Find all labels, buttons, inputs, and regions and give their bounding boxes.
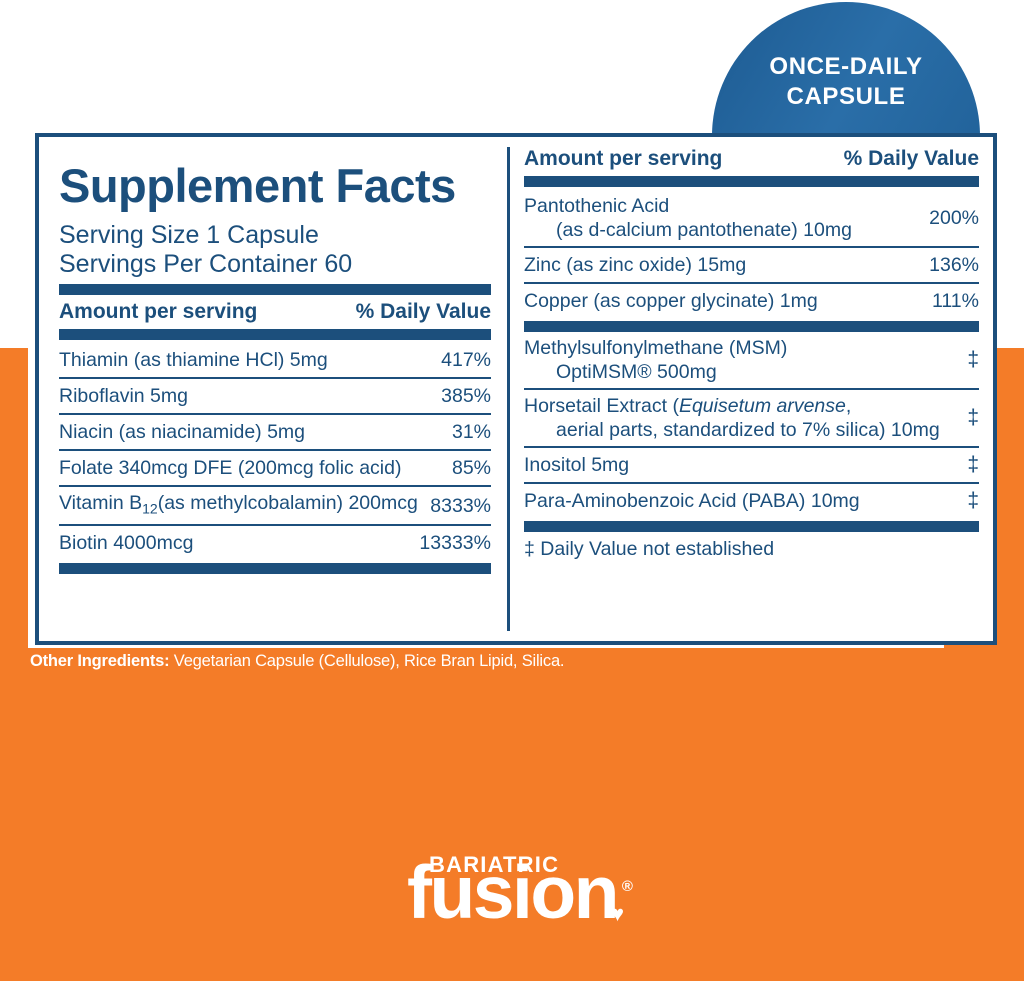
nutrient-dv: ‡ xyxy=(967,453,979,476)
table-row: Para-Aminobenzoic Acid (PABA) 10mg ‡ xyxy=(524,482,979,518)
registered-trademark-icon: ® xyxy=(621,878,633,895)
badge-line-2: CAPSULE xyxy=(786,83,906,110)
nutrient-name-line2: aerial parts, standardized to 7% silica)… xyxy=(556,419,940,441)
right-header-amount-label: Amount per serving xyxy=(524,147,723,170)
nutrient-dv: 85% xyxy=(451,457,491,479)
nutrient-name: Horsetail Extract (Equisetum arvense, ae… xyxy=(524,394,948,442)
badge-line-1: ONCE-DAILY xyxy=(769,53,923,80)
nutrient-dv: 417% xyxy=(441,349,491,371)
table-row: Vitamin B12(as methylcobalamin) 200mcg 8… xyxy=(59,485,491,524)
other-ingredients: Other Ingredients: Vegetarian Capsule (C… xyxy=(30,650,565,672)
table-row: Horsetail Extract (Equisetum arvense, ae… xyxy=(524,388,979,446)
right-column-mid-bar xyxy=(524,321,979,332)
nutrient-name: Para-Aminobenzoic Acid (PABA) 10mg xyxy=(524,490,860,512)
nutrient-name-line2: (as d-calcium pantothenate) 10mg xyxy=(556,219,852,241)
table-row: Methylsulfonylmethane (MSM) OptiMSM® 500… xyxy=(524,332,979,388)
right-header-dv-label: % Daily Value xyxy=(843,147,979,170)
supplement-facts-panel: Supplement Facts Serving Size 1 Capsule … xyxy=(35,133,997,645)
serving-size: Serving Size 1 Capsule xyxy=(59,221,319,249)
supplement-facts-left-column: Supplement Facts Serving Size 1 Capsule … xyxy=(39,137,507,641)
nutrient-dv: ‡ xyxy=(967,489,979,512)
nutrient-dv: ‡ xyxy=(967,406,979,429)
brand-logo: BARIATRIC fusion ® ♥ xyxy=(0,852,1024,932)
table-row: Biotin 4000mcg 13333% xyxy=(59,524,491,560)
left-header-bar-bottom xyxy=(59,329,491,340)
servings-per-container: Servings Per Container 60 xyxy=(59,250,353,278)
logo-bariatric-text: BARIATRIC xyxy=(429,852,560,877)
right-header-bar-bottom xyxy=(524,176,979,187)
column-divider xyxy=(507,147,510,631)
nutrient-dv: 13333% xyxy=(419,532,491,555)
table-row: Zinc (as zinc oxide) 15mg 136% xyxy=(524,246,979,282)
left-column-header: Amount per serving % Daily Value xyxy=(59,295,491,329)
nutrient-dv: ‡ xyxy=(967,348,979,371)
nutrient-dv: 111% xyxy=(932,290,979,312)
heart-icon: ♥ xyxy=(610,901,625,926)
logo-fusion-text: fusion xyxy=(407,850,619,934)
nutrient-name: Zinc (as zinc oxide) 15mg xyxy=(524,254,747,276)
nutrient-name: Methylsulfonylmethane (MSM) OptiMSM® 500… xyxy=(524,336,795,384)
right-column-header: Amount per serving % Daily Value xyxy=(524,142,979,176)
nutrient-dv: 8333% xyxy=(430,494,491,517)
table-row: Folate 340mcg DFE (200mcg folic acid) 85… xyxy=(59,449,491,485)
daily-value-footnote: ‡ Daily Value not established xyxy=(524,538,775,560)
nutrient-name-line1: Methylsulfonylmethane (MSM) xyxy=(524,337,788,359)
nutrient-dv: 385% xyxy=(441,385,491,407)
table-row: Inositol 5mg ‡ xyxy=(524,446,979,482)
nutrient-name-line1: Horsetail Extract (Equisetum arvense, xyxy=(524,395,852,417)
nutrient-name-line1: Pantothenic Acid xyxy=(524,195,670,217)
left-header-bar-top xyxy=(59,284,491,295)
table-row: Thiamin (as thiamine HCl) 5mg 417% xyxy=(59,343,491,377)
table-row: Riboflavin 5mg 385% xyxy=(59,377,491,413)
other-ingredients-value: Vegetarian Capsule (Cellulose), Rice Bra… xyxy=(169,652,565,670)
right-column-bottom-bar xyxy=(524,521,979,532)
nutrient-name: Biotin 4000mcg xyxy=(59,532,194,555)
nutrient-name: Riboflavin 5mg xyxy=(59,385,188,407)
table-row: Pantothenic Acid (as d-calcium pantothen… xyxy=(524,190,979,246)
nutrient-name-line2: OptiMSM® 500mg xyxy=(556,361,717,383)
nutrient-name: Copper (as copper glycinate) 1mg xyxy=(524,290,818,312)
serving-info: Serving Size 1 Capsule Servings Per Cont… xyxy=(59,221,491,279)
left-column-bottom-bar xyxy=(59,563,491,575)
table-row: Copper (as copper glycinate) 1mg 111% xyxy=(524,282,979,318)
nutrient-dv: 200% xyxy=(929,207,979,229)
left-header-dv-label: % Daily Value xyxy=(355,300,491,323)
nutrient-name: Inositol 5mg xyxy=(524,454,630,476)
nutrient-name: Vitamin B12(as methylcobalamin) 200mcg xyxy=(59,492,418,517)
nutrient-dv: 136% xyxy=(929,254,979,276)
nutrient-name: Pantothenic Acid (as d-calcium pantothen… xyxy=(524,194,860,242)
nutrient-dv: 31% xyxy=(451,421,491,443)
supplement-facts-right-column: Amount per serving % Daily Value Pantoth… xyxy=(510,137,993,641)
nutrient-name: Folate 340mcg DFE (200mcg folic acid) xyxy=(59,457,402,479)
once-daily-capsule-badge-text: ONCE-DAILY CAPSULE xyxy=(712,52,980,112)
page-title: Supplement Facts xyxy=(59,159,456,212)
left-header-amount-label: Amount per serving xyxy=(59,300,258,323)
nutrient-name: Niacin (as niacinamide) 5mg xyxy=(59,421,306,443)
table-row: Niacin (as niacinamide) 5mg 31% xyxy=(59,413,491,449)
nutrient-name: Thiamin (as thiamine HCl) 5mg xyxy=(59,349,328,371)
other-ingredients-label: Other Ingredients: xyxy=(30,652,170,670)
